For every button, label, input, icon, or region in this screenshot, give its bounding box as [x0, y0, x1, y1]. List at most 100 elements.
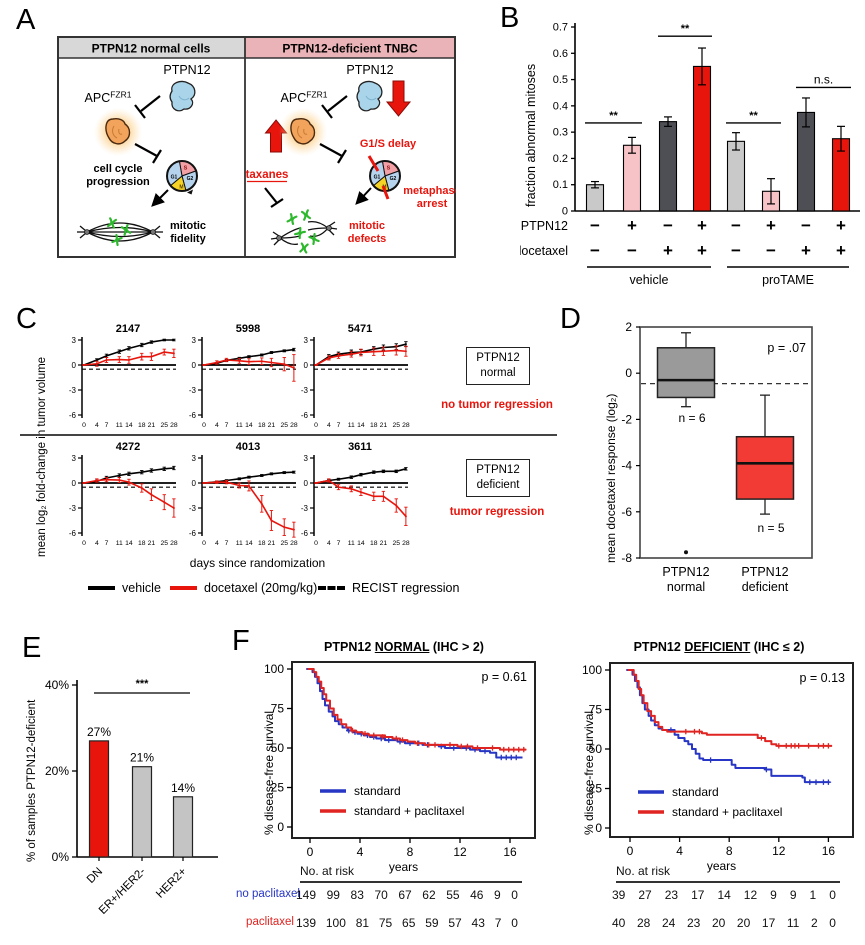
- svg-text:−: −: [766, 241, 776, 260]
- svg-text:21: 21: [268, 540, 276, 547]
- svg-text:3: 3: [192, 336, 197, 345]
- box-1: [735, 435, 795, 500]
- svg-text:+: +: [697, 216, 707, 235]
- group-box-ptpn12-normal: PTPN12 normal: [466, 347, 530, 385]
- svg-text:p = .07: p = .07: [767, 341, 806, 355]
- legend-item-1: docetaxel (20mg/kg): [170, 581, 317, 595]
- panel-c-ylabel: mean log₂ fold-change in tumor volume: [36, 356, 48, 557]
- svg-text:11: 11: [116, 540, 123, 547]
- svg-text:DN: DN: [85, 866, 105, 886]
- panel-a-label: A: [16, 4, 36, 36]
- svg-text:-3: -3: [69, 386, 77, 395]
- svg-text:standard + paclitaxel: standard + paclitaxel: [354, 804, 464, 818]
- panel-e-chart: 0% 20% 40% 27% DN 21% ER+/HER2- 14% HER2+ ***: [45, 678, 218, 917]
- ptpn12-protein-icon: [169, 80, 196, 112]
- panel-a-header-right: PTPN12-deficient TNBC: [282, 42, 418, 56]
- svg-text:PTPN12: PTPN12: [741, 565, 788, 579]
- mitotic-spindle-icon: [77, 217, 163, 247]
- bar-HER2+: [172, 796, 194, 858]
- svg-text:12: 12: [453, 845, 467, 859]
- svg-text:proTAME: proTAME: [762, 273, 814, 287]
- cell-cycle-text-1: cell cycle: [94, 163, 143, 175]
- svg-text:***: ***: [136, 678, 150, 690]
- panel-d-label: D: [560, 303, 581, 335]
- svg-text:5471: 5471: [348, 323, 372, 335]
- svg-text:standard: standard: [672, 785, 719, 799]
- svg-text:28: 28: [170, 422, 178, 429]
- mitotic-defects-1: mitotic: [349, 220, 385, 232]
- tumor-plot-4272: 4272 3 0 -3 -6 0 4 7 11 14 18 21 25 28: [69, 441, 178, 547]
- svg-text:21%: 21%: [130, 751, 154, 765]
- svg-text:28: 28: [290, 540, 298, 547]
- svg-text:−: −: [627, 241, 637, 260]
- svg-text:3: 3: [72, 336, 77, 345]
- g1s-delay-label: G1/S delay: [360, 138, 417, 150]
- svg-text:0.2: 0.2: [553, 153, 568, 165]
- svg-text:+: +: [836, 241, 846, 260]
- svg-text:21: 21: [380, 422, 388, 429]
- svg-text:normal: normal: [667, 580, 705, 594]
- svg-text:p = 0.13: p = 0.13: [799, 671, 845, 685]
- svg-text:3: 3: [304, 454, 309, 463]
- svg-text:-6: -6: [189, 529, 197, 538]
- svg-text:**: **: [749, 110, 758, 122]
- svg-text:11: 11: [116, 422, 123, 429]
- note-no-tumor-regression: no tumor regression: [441, 399, 553, 411]
- risk-row-label-1: paclitaxel: [246, 916, 294, 928]
- bar-2: [658, 121, 678, 212]
- inhibit-taxanes-spindle: [264, 187, 284, 208]
- panel-f-right-km: 100 75 50 25 0 0 4 8 12 16 years p = 0.13 standard st…: [582, 662, 854, 873]
- svg-text:n.s.: n.s.: [814, 72, 833, 86]
- svg-text:PTPN12: PTPN12: [662, 565, 709, 579]
- svg-text:21: 21: [380, 540, 388, 547]
- svg-text:0: 0: [562, 206, 568, 218]
- svg-text:years: years: [389, 860, 418, 874]
- svg-text:14%: 14%: [171, 781, 195, 795]
- docetaxel-series: [315, 479, 407, 517]
- svg-text:21: 21: [268, 422, 276, 429]
- svg-text:18: 18: [370, 540, 378, 547]
- svg-text:7: 7: [337, 422, 341, 429]
- svg-text:7: 7: [337, 540, 341, 547]
- svg-text:25: 25: [589, 782, 603, 796]
- svg-text:25: 25: [271, 781, 285, 795]
- panel-a-header-right-bg: [245, 38, 454, 58]
- group-box-ptpn12-deficient: PTPN12 deficient: [466, 459, 530, 497]
- svg-text:11: 11: [348, 422, 355, 429]
- svg-text:16: 16: [822, 844, 836, 858]
- panel-e-label: E: [22, 632, 42, 664]
- svg-text:−: −: [731, 216, 741, 235]
- svg-text:0: 0: [202, 540, 206, 547]
- svg-text:−: −: [663, 216, 673, 235]
- svg-text:16: 16: [503, 845, 517, 859]
- broken-spindle-icon: [270, 209, 338, 254]
- svg-text:25: 25: [392, 540, 400, 547]
- svg-text:0: 0: [72, 479, 77, 488]
- svg-text:7: 7: [225, 540, 229, 547]
- panel-f-left-title: PTPN12 NORMAL (IHC > 2): [324, 640, 484, 654]
- panel-f-label: F: [232, 625, 250, 657]
- svg-text:75: 75: [271, 702, 285, 716]
- svg-text:docetaxel: docetaxel: [520, 244, 568, 258]
- svg-text:−: −: [801, 216, 811, 235]
- svg-text:0: 0: [314, 540, 318, 547]
- inhibit-ptpn12-apc-right: [321, 95, 348, 119]
- svg-text:18: 18: [258, 422, 266, 429]
- bar-ER+/HER2-: [131, 766, 153, 858]
- box-0: [656, 347, 716, 399]
- svg-text:G2: G2: [187, 176, 194, 182]
- ptpn12-label-right: PTPN12: [346, 63, 393, 77]
- svg-text:**: **: [681, 23, 690, 35]
- svg-text:−: −: [590, 216, 600, 235]
- svg-text:18: 18: [258, 540, 266, 547]
- svg-text:-6: -6: [301, 529, 309, 538]
- svg-text:18: 18: [370, 422, 378, 429]
- red-slash-g1s: [367, 155, 380, 172]
- panel-c-xlabel: days since randomization: [189, 556, 326, 570]
- svg-text:0.1: 0.1: [553, 179, 568, 191]
- svg-text:8: 8: [407, 845, 414, 859]
- mitotic-fidelity-1: mitotic: [170, 220, 206, 232]
- panel-c-separator: [20, 434, 557, 436]
- svg-text:n = 6: n = 6: [678, 411, 705, 425]
- svg-text:0.5: 0.5: [553, 74, 568, 86]
